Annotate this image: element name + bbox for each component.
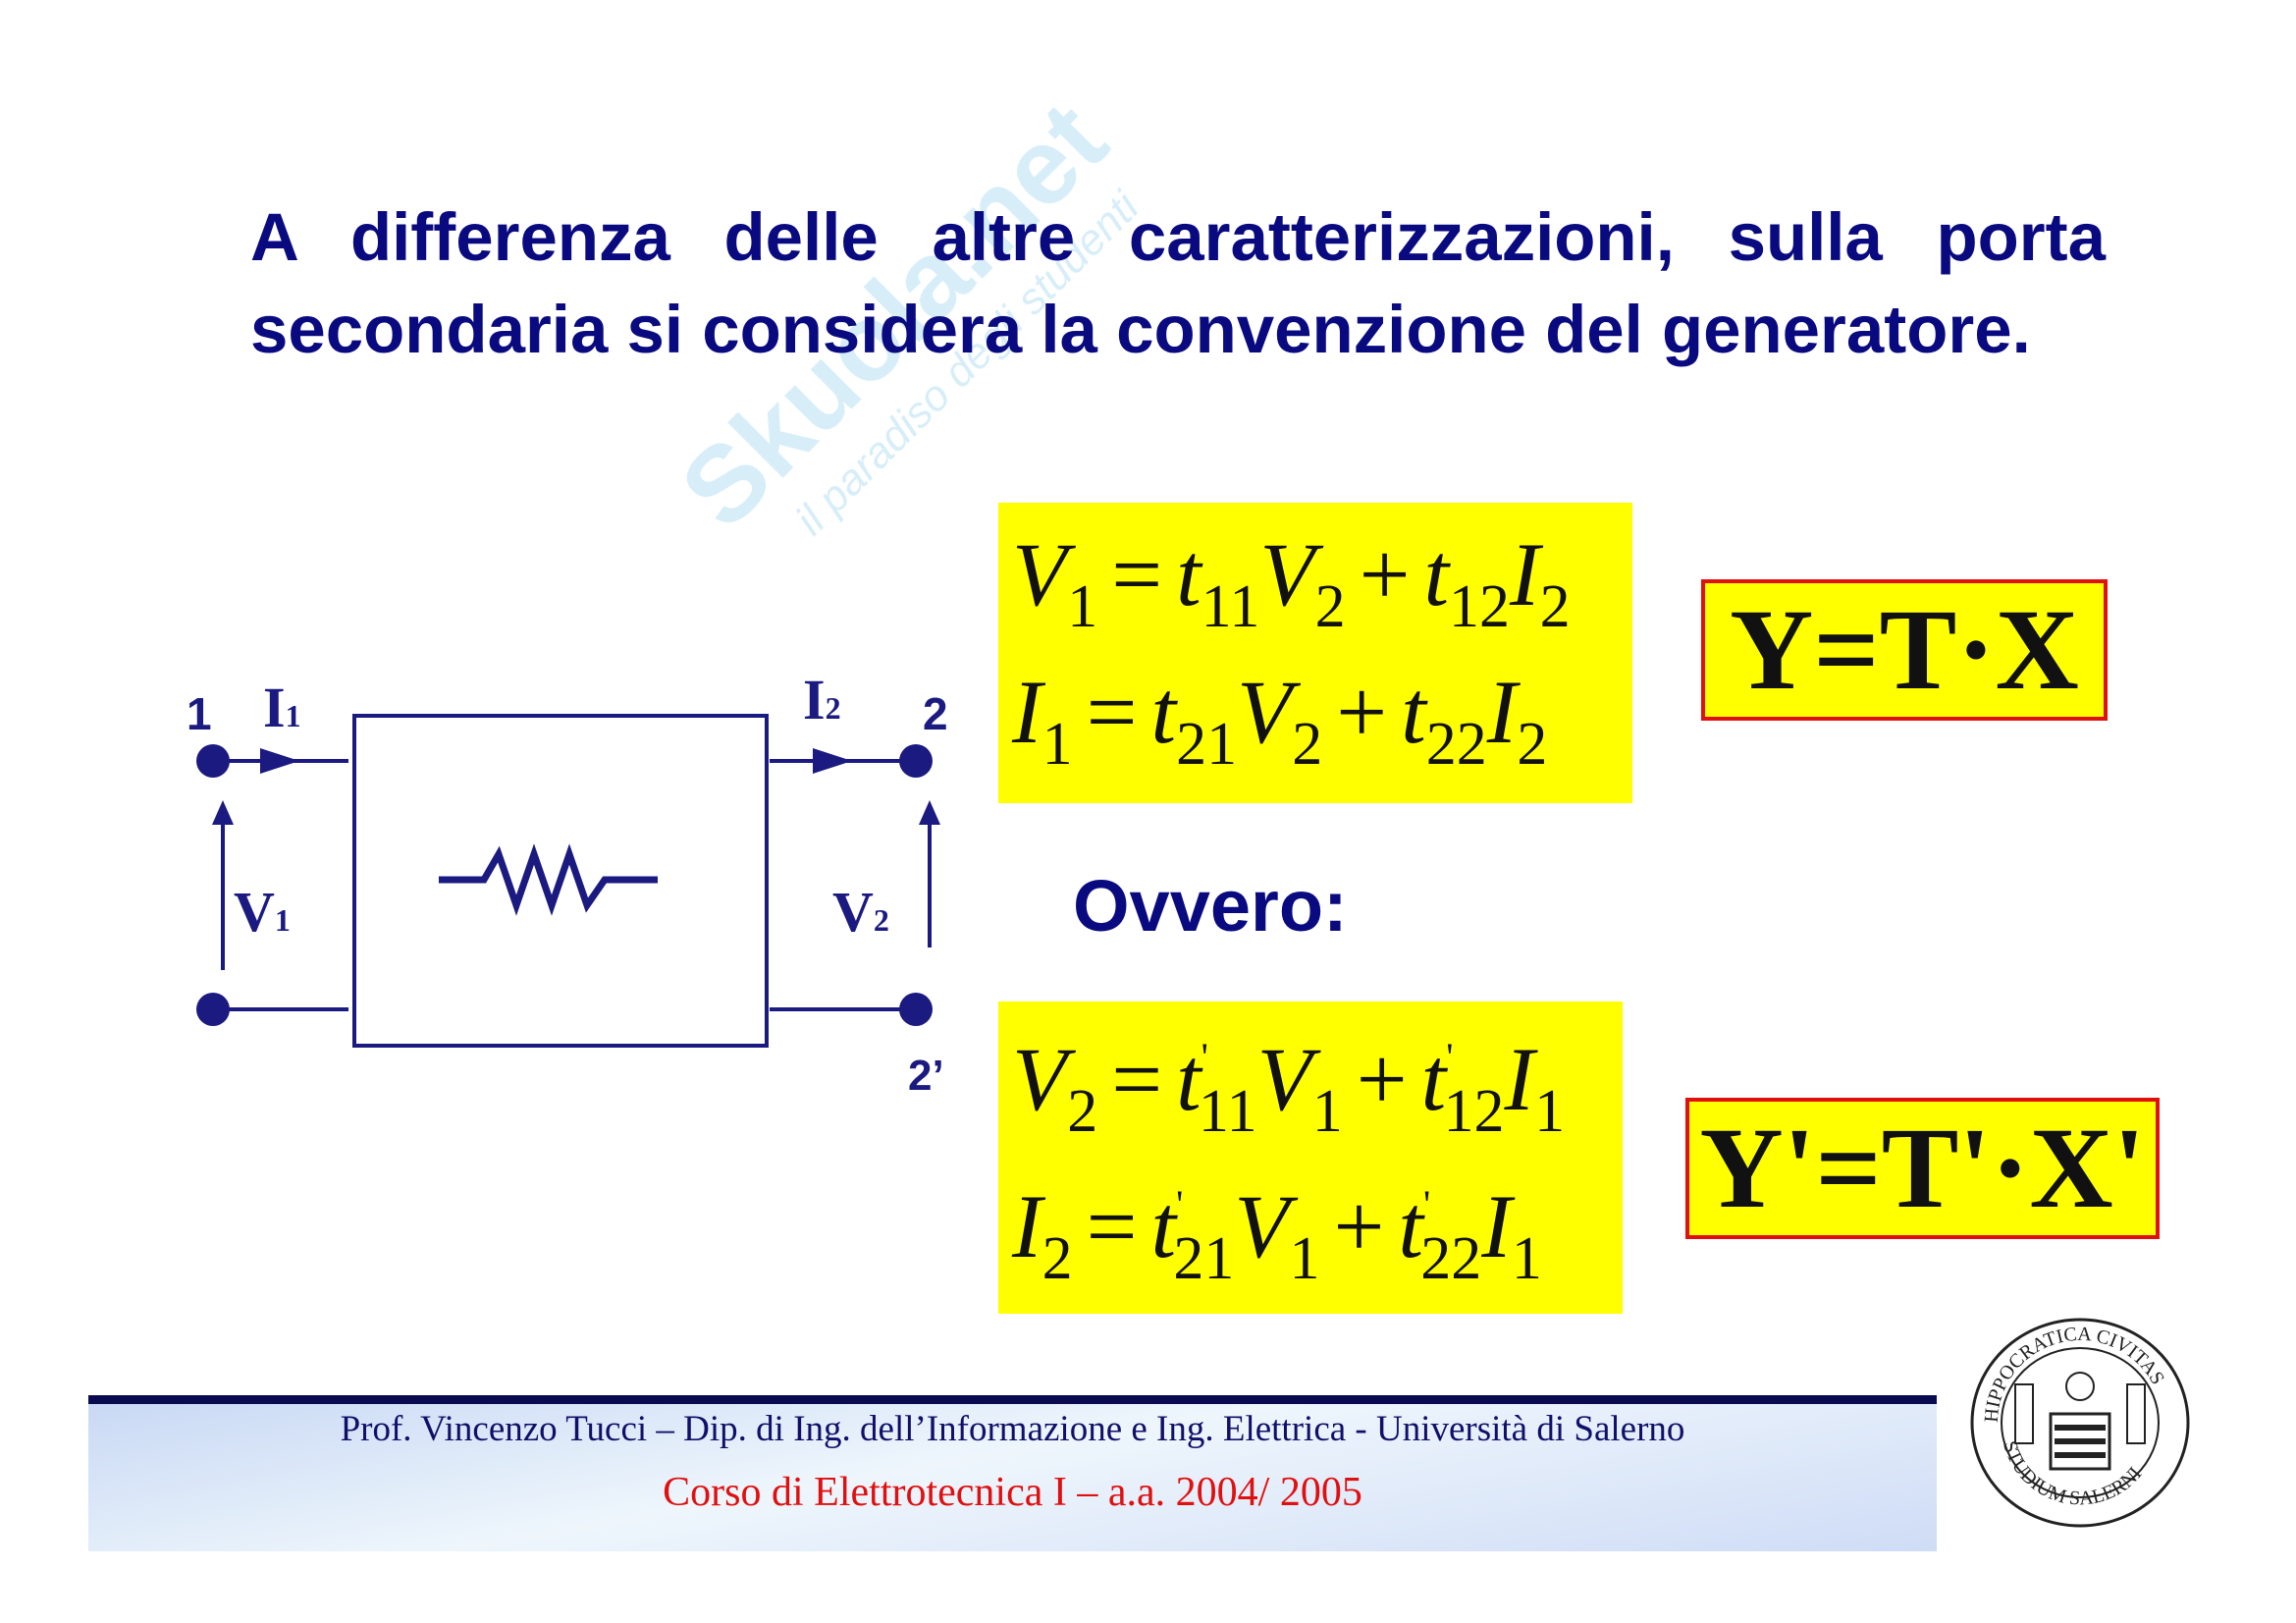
equation-row: I2 = t'21V1 + t'22I1 [1012, 1176, 1542, 1292]
matrix-inverse-box: Y'=T'·X' [1685, 1098, 2160, 1239]
voltage1-label: V [234, 880, 275, 944]
terminal-1-prime [196, 993, 230, 1026]
equation-row: V2 = t'11V1 + t'12I1 [1012, 1029, 1566, 1145]
footer-author: Prof. Vincenzo Tucci – Dip. di Ing. dell… [340, 1409, 1685, 1449]
matrix-direct-box: Y=T·X [1701, 579, 2108, 721]
ovvero-label: Ovvero: [1073, 865, 1348, 947]
footer-course: Corso di Elettrotecnica I – a.a. 2004/ 2… [663, 1470, 1362, 1515]
footer-divider [88, 1395, 1937, 1404]
voltage2-label: V [832, 880, 874, 944]
port2-prime-label: 2’ [908, 1052, 944, 1100]
svg-text:V1: V1 [234, 880, 291, 944]
terminal-2-prime [899, 993, 933, 1026]
two-port-circuit: 1 2 2’ I1 I2 V1 V2 [187, 668, 948, 1100]
slide-title: A differenza delle altre caratterizzazio… [250, 199, 2106, 367]
footer: Prof. Vincenzo Tucci – Dip. di Ing. dell… [88, 1398, 1937, 1551]
voltage2-arrow-icon [919, 800, 940, 825]
current1-label: I [263, 676, 286, 739]
two-port-box [352, 714, 769, 1048]
university-seal-logo: HIPPOCRATICA CIVITAS STUDIUM SALERNI [1970, 1318, 2190, 1528]
current2-label: I [803, 668, 826, 731]
current2-arrow-icon [813, 748, 852, 774]
port1-label: 1 [187, 688, 212, 739]
resistor-icon [439, 843, 658, 916]
equation-row: I1 = t21V2 + t22I2 [1012, 662, 1548, 778]
equation-row: V1 = t11V2 + t12I2 [1012, 524, 1571, 640]
svg-text:I1: I1 [263, 676, 301, 739]
inverse-equations-box: V2 = t'11V1 + t'12I1 I2 = t'21V1 + t'22I1 [998, 1001, 1623, 1314]
terminal-2 [899, 744, 933, 778]
port2-label: 2 [923, 688, 948, 739]
current1-arrow-icon [260, 748, 299, 774]
direct-equations-box: V1 = t11V2 + t12I2 I1 = t21V2 + t22I2 [998, 503, 1632, 803]
voltage1-arrow-icon [212, 800, 234, 825]
svg-text:V2: V2 [832, 880, 889, 944]
terminal-1 [196, 744, 230, 778]
svg-text:I2: I2 [803, 668, 841, 731]
